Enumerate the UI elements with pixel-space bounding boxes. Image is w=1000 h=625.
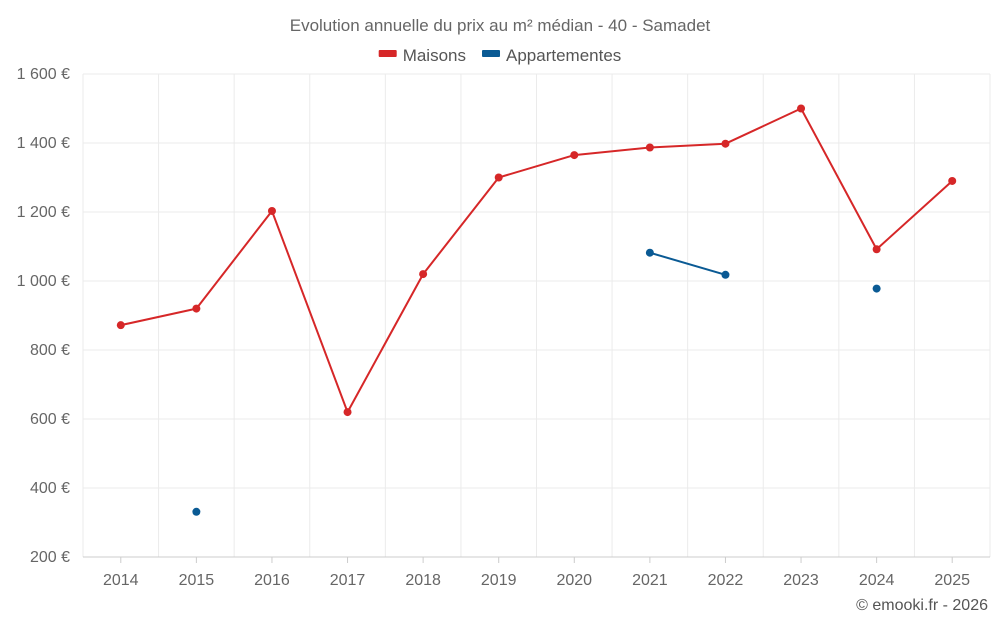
data-point: [192, 507, 201, 516]
y-tick-label: 600 €: [30, 411, 70, 428]
credit-text: © emooki.fr - 2026: [856, 597, 988, 614]
x-tick-label: 2017: [330, 572, 366, 589]
x-tick-label: 2016: [254, 572, 290, 589]
series-appartementes: [192, 248, 881, 516]
y-tick-label: 1 000 €: [17, 273, 70, 290]
legend-swatch: [378, 50, 397, 57]
data-point: [645, 143, 654, 152]
y-tick-label: 400 €: [30, 480, 70, 497]
y-tick-label: 1 600 €: [17, 66, 70, 83]
data-point: [116, 321, 125, 330]
x-tick-label: 2025: [934, 572, 970, 589]
data-point: [419, 270, 428, 279]
chart-axes: 200 € 400 € 600 € 800 € 1 000 € 1 200 € 1 400 …: [17, 66, 990, 589]
y-tick-label: 800 €: [30, 342, 70, 359]
data-point: [192, 304, 201, 313]
x-tick-label: 2018: [405, 572, 441, 589]
series-maisons: [116, 104, 957, 417]
data-point: [948, 176, 957, 185]
data-point: [797, 104, 806, 113]
data-point: [721, 270, 730, 279]
x-tick-label: 2021: [632, 572, 668, 589]
legend-swatch: [482, 50, 501, 57]
data-point: [267, 206, 276, 215]
y-tick-label: 1 400 €: [17, 135, 70, 152]
legend-label: Maisons: [403, 46, 466, 65]
legend-item: Appartementes: [482, 46, 621, 65]
data-point: [645, 248, 654, 257]
data-point: [721, 139, 730, 148]
x-tick-label: 2015: [179, 572, 215, 589]
x-tick-label: 2014: [103, 572, 139, 589]
legend-item: Maisons: [378, 46, 466, 65]
chart-series: [116, 104, 957, 516]
data-point: [494, 173, 503, 182]
x-tick-label: 2022: [708, 572, 744, 589]
chart-grid: [82, 73, 991, 557]
data-point: [570, 151, 579, 160]
y-tick-label: 200 €: [30, 549, 70, 566]
y-tick-label: 1 200 €: [17, 204, 70, 221]
x-tick-label: 2019: [481, 572, 517, 589]
x-tick-label: 2024: [859, 572, 895, 589]
chart-title: Evolution annuelle du prix au m² médian …: [290, 16, 711, 35]
x-tick-label: 2023: [783, 572, 819, 589]
series-line: [120, 107, 953, 414]
data-point: [872, 284, 881, 293]
x-tick-label: 2020: [556, 572, 592, 589]
data-point: [872, 245, 881, 254]
legend-label: Appartementes: [506, 46, 621, 65]
series-line: [649, 251, 726, 276]
data-point: [343, 408, 352, 417]
chart-legend: Maisons Appartementes: [378, 46, 621, 65]
